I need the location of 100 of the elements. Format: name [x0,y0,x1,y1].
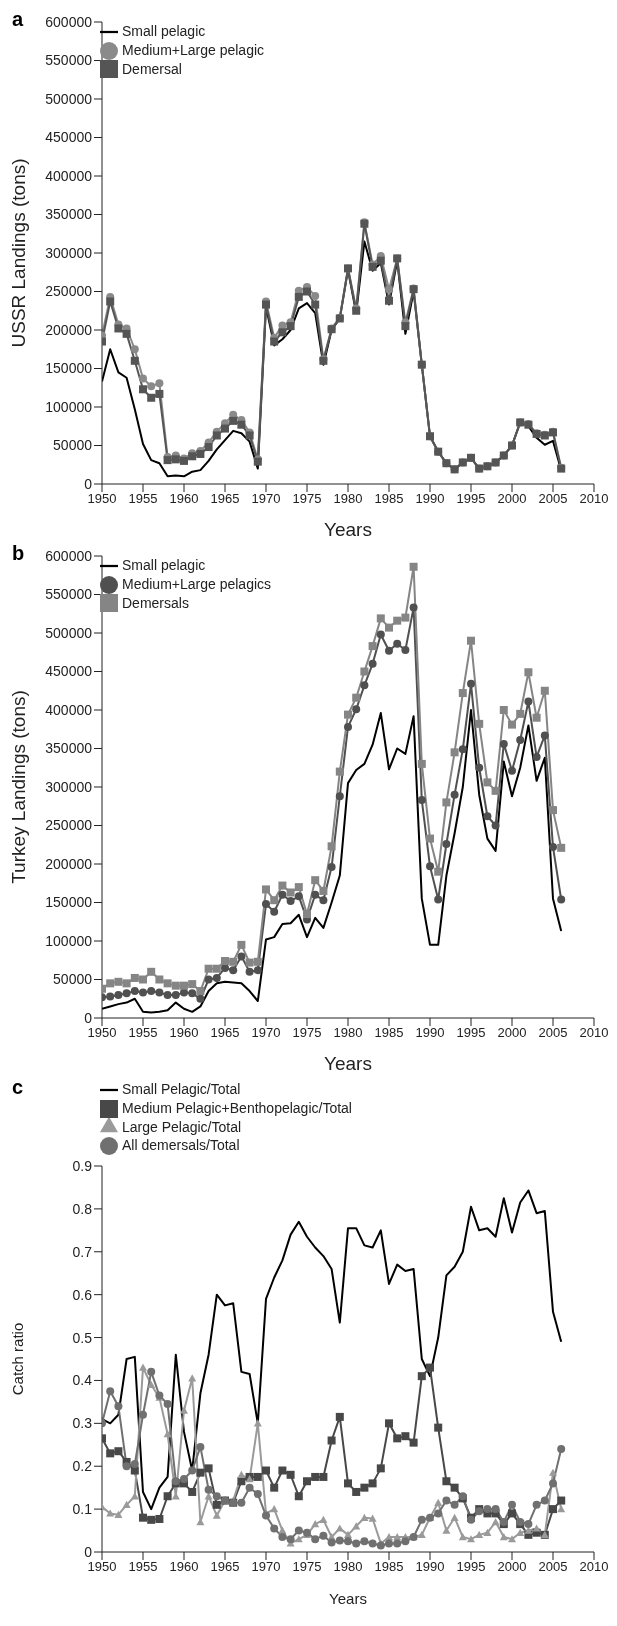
point [491,1517,500,1526]
point [450,1483,459,1492]
point [147,967,156,976]
point [385,1532,393,1541]
point [442,798,451,807]
x-tick-label: 2010 [579,1025,609,1041]
x-tick-label: 1985 [374,1559,404,1575]
point [253,966,262,975]
point [237,940,246,949]
point [286,888,295,897]
y-tick-label: 600000 [45,547,93,564]
point [147,393,156,402]
point [212,964,221,973]
legend-label: Demersals [122,594,189,611]
point [385,1539,393,1548]
point [385,646,393,655]
point [253,957,262,966]
point [335,1412,344,1421]
point [426,1363,434,1372]
point [483,1505,492,1514]
point [278,890,287,899]
point [450,1500,459,1509]
point [122,989,131,998]
point [540,731,549,740]
point [360,681,369,690]
point [393,1539,402,1548]
y-axis-title: Catch ratio [9,1322,27,1396]
point [385,285,393,294]
point [114,990,123,999]
point [204,1464,213,1473]
point [516,709,525,718]
point [311,1472,320,1481]
point [368,1514,377,1522]
point [286,1470,295,1479]
x-tick-label: 1970 [251,1025,281,1041]
y-tick-label: 200000 [45,855,93,872]
point [475,1530,484,1539]
y-axis-title: Turkey Landings (tons) [7,690,29,884]
legend-label: Demersal [122,60,182,77]
point [171,990,180,999]
y-tick-label: 550000 [45,586,93,603]
point [508,720,516,729]
point [196,1442,205,1451]
point [442,1496,451,1505]
y-tick-label: 300000 [45,244,93,261]
point [139,1513,147,1522]
point [532,713,541,722]
point [147,1380,156,1388]
point [508,1509,516,1518]
point [147,1515,156,1524]
point [327,1538,336,1547]
y-tick-label: 0.8 [72,1200,93,1217]
point [196,1468,205,1477]
point [557,843,566,852]
line-series [102,1189,563,1511]
point [458,745,467,754]
point [163,1430,172,1438]
point [180,1475,188,1484]
point [122,1462,131,1471]
point [237,952,246,961]
point [352,1522,361,1530]
point [196,987,205,996]
y-axis-title: USSR Landings (tons) [7,158,29,348]
point [163,979,172,988]
point [540,686,549,695]
point [442,839,451,848]
x-tick-label: 2000 [497,1025,527,1041]
legend-label: Medium+Large pelagics [122,575,272,592]
point [262,1466,270,1475]
y-tick-label: 200000 [45,321,93,338]
point [352,705,361,714]
point [376,256,385,265]
y-tick-label: 250000 [45,283,93,300]
point [114,324,123,333]
point [376,1464,385,1473]
point [368,659,377,668]
legend-label: Medium Pelagic+Benthopelagic/Total [122,1099,352,1116]
point [311,890,320,899]
y-tick-label: 0.1 [72,1501,93,1518]
point [352,1539,361,1548]
point [442,1526,451,1534]
x-tick-label: 1950 [87,1025,117,1041]
point [434,1498,443,1506]
y-tick-label: 100000 [45,398,93,415]
point [401,613,410,622]
point [508,766,516,775]
y-tick-label: 150000 [45,894,93,911]
x-tick-label: 1980 [333,1559,363,1575]
point [467,636,475,645]
point [147,382,156,391]
x-tick-label: 2000 [497,491,527,507]
point [319,1472,328,1481]
point [188,989,197,998]
point [335,767,344,776]
x-tick-label: 1950 [87,491,117,507]
point [270,337,279,346]
point [409,1438,418,1447]
point [475,763,484,772]
point [130,1466,139,1475]
y-tick-label: 0 [84,475,93,492]
